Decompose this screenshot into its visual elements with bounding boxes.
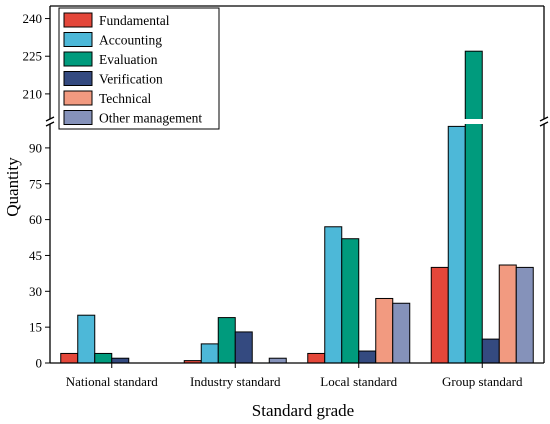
legend-label: Fundamental: [99, 13, 170, 28]
bar-verification-1: [111, 357, 130, 364]
legend-swatch: [63, 71, 93, 86]
bar-other-management-2: [268, 357, 287, 364]
ticks-layer: National standard Industry standard Local …: [23, 11, 523, 389]
bar-verification-2: [234, 331, 253, 364]
legend-label: Evaluation: [99, 52, 158, 67]
legend-swatch: [63, 90, 93, 106]
legend-label: Accounting: [99, 33, 162, 48]
y-tick-label: 30: [29, 284, 42, 299]
bar-accounting-4: [447, 125, 466, 364]
bars-layer: [51, 50, 543, 364]
y-tick-label: 90: [29, 140, 42, 155]
axis-break-band: [51, 119, 543, 124]
bar-evaluation-1: [94, 352, 113, 364]
bar-fundamental-4: [430, 266, 449, 364]
legend-swatch: [63, 110, 93, 125]
bar-accounting-2: [200, 343, 219, 364]
legend-swatch: [63, 32, 93, 47]
legend-label: Other management: [99, 111, 202, 126]
y-tick-label: 60: [29, 212, 42, 227]
axis-break-mark: [539, 121, 549, 127]
axis-break-mark: [539, 116, 549, 122]
bar-verification-4: [481, 338, 500, 364]
axis-break-mark: [45, 116, 55, 122]
legend-label: Verification: [99, 72, 163, 87]
legend: Fundamental Accounting Evaluation Verificat…: [58, 7, 220, 130]
y-tick-label: 45: [29, 248, 42, 263]
bar-evaluation-2: [217, 317, 236, 364]
y-tick-label: 240: [23, 11, 43, 26]
bar-other-management-3: [392, 302, 411, 364]
y-tick-label: 75: [29, 176, 42, 191]
axis-break-mark: [45, 121, 55, 127]
x-tick-label: National standard: [66, 374, 159, 389]
bar-evaluation-3: [341, 238, 360, 364]
y-tick-label: 15: [29, 320, 42, 335]
axes-layer: [45, 5, 549, 364]
legend-frame: [58, 7, 220, 130]
y-axis-title: Quantity: [3, 157, 22, 217]
y-tick-label: 0: [36, 356, 43, 371]
bar-fundamental-3: [307, 352, 326, 364]
legend-swatch: [63, 12, 93, 28]
y-tick-label: 210: [23, 86, 43, 101]
bar-accounting-3: [324, 226, 343, 364]
bar-verification-3: [358, 350, 377, 364]
y-tick-label: 225: [23, 49, 43, 64]
x-tick-label: Local standard: [320, 374, 397, 389]
bar-technical-4: [498, 264, 517, 364]
x-tick-label: Industry standard: [190, 374, 281, 389]
legend-label: Technical: [99, 91, 152, 106]
bar-technical-3: [375, 297, 394, 364]
bar-accounting-1: [77, 314, 96, 364]
bar-other-management-4: [515, 266, 534, 364]
bar-evaluation-4: [464, 50, 483, 364]
x-axis-title: Standard grade: [252, 401, 354, 420]
bar-fundamental-1: [60, 352, 79, 364]
x-tick-label: Group standard: [442, 374, 523, 389]
legend-swatch: [63, 51, 93, 67]
